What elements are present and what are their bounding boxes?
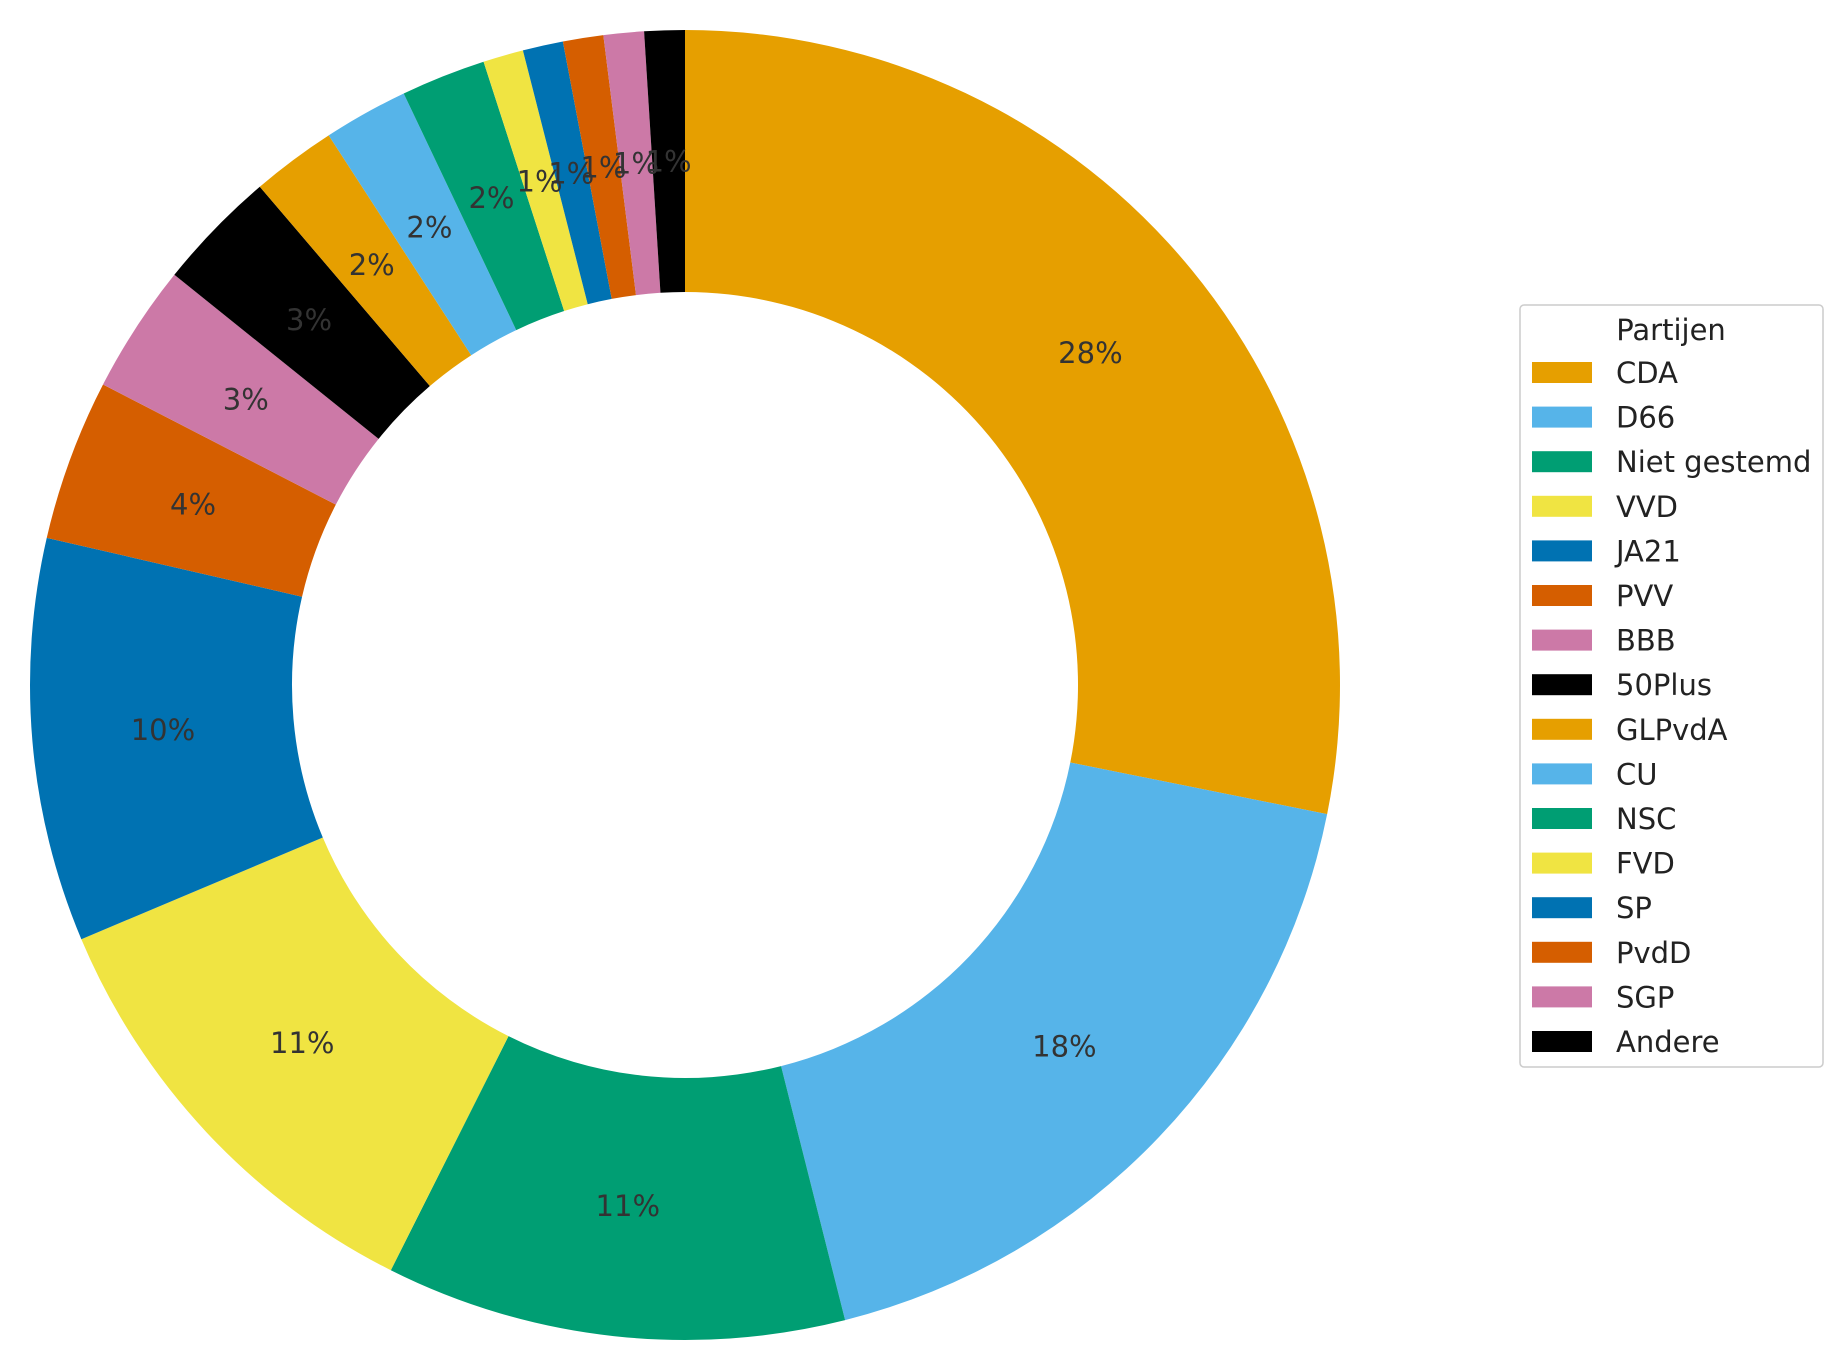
legend-label-sp: SP: [1616, 891, 1652, 925]
legend-swatch-andere: [1532, 1031, 1592, 1052]
legend-label-pvdd: PvdD: [1616, 936, 1691, 970]
legend-swatch-glpvda: [1532, 718, 1592, 740]
legend-swatch-nsc: [1532, 808, 1592, 829]
legend-swatch-cu: [1532, 763, 1592, 785]
slice-sp: [522, 41, 612, 305]
slice-cda: [685, 30, 1340, 815]
legend-swatch-vvd: [1532, 495, 1592, 517]
legend-swatch-fvd: [1532, 852, 1592, 874]
legend-label-50plus: 50Plus: [1616, 668, 1712, 702]
legend-swatch-sgp: [1532, 986, 1592, 1008]
slice-vvd: [81, 837, 509, 1271]
legend-label-nsc: NSC: [1616, 802, 1676, 836]
slice-label-fvd: 1%: [517, 165, 563, 199]
legend-label-fvd: FVD: [1616, 847, 1675, 881]
slice-label-cu: 2%: [406, 211, 452, 245]
legend-frame: [1519, 304, 1824, 1068]
legend-label-ja21: JA21: [1614, 534, 1681, 568]
legend-swatch-pvdd: [1532, 941, 1592, 963]
legend-items: CDA D66 Niet gestemd VVD JA21 PVV BBB 50Plus GLP…: [1532, 356, 1811, 1059]
slice-glpvda: [259, 135, 472, 387]
slice-label-ja21: 10%: [131, 713, 195, 747]
slice-label-cda: 28%: [1058, 336, 1122, 370]
slice-label-niet-gestemd: 11%: [596, 1189, 660, 1223]
donut-slices: [29, 30, 1340, 1340]
slice-label-sgp: 1%: [613, 146, 659, 180]
slice-pvdd: [562, 35, 636, 299]
slice-sgp: [603, 31, 661, 296]
legend-label-d66: D66: [1616, 401, 1675, 435]
legend-label-andere: Andere: [1616, 1025, 1720, 1059]
slice-cu: [328, 93, 517, 356]
slice-pvv: [46, 384, 336, 597]
slice-label-vvd: 11%: [270, 1026, 334, 1060]
slice-label-nsc: 2%: [468, 181, 514, 215]
slice-ja21: [29, 537, 323, 940]
slice-niet-gestemd: [390, 1036, 846, 1340]
legend-swatch-pvv: [1532, 585, 1592, 606]
slice-label-pvv: 4%: [170, 487, 216, 521]
slice-label-andere: 1%: [646, 144, 692, 178]
slice-d66: [781, 762, 1328, 1321]
legend-label-glpvda: GLPvdA: [1616, 713, 1728, 747]
slice-label-glpvda: 2%: [349, 248, 395, 282]
slice-label-d66: 18%: [1032, 1029, 1096, 1063]
slice-label-pvdd: 1%: [580, 150, 626, 184]
legend-label-niet-gestemd: Niet gestemd: [1616, 445, 1811, 479]
legend-swatch-niet-gestemd: [1532, 451, 1592, 473]
slice-fvd: [483, 50, 588, 312]
legend-swatch-sp: [1532, 897, 1592, 919]
slice-label-sp: 1%: [548, 156, 594, 190]
slice-nsc: [403, 61, 565, 331]
slice-labels: 28%18%11%11%10%4%3%3%2%2%2% 1%1%1%1%1%: [131, 144, 1123, 1223]
legend-label-cu: CU: [1616, 757, 1657, 791]
legend-label-cda: CDA: [1616, 356, 1678, 390]
slice-label-50plus: 3%: [286, 303, 332, 337]
legend-swatch-d66: [1532, 406, 1592, 428]
legend-label-sgp: SGP: [1616, 980, 1674, 1014]
legend-label-pvv: PVV: [1616, 579, 1673, 613]
slice-bbb: [103, 274, 379, 505]
legend-swatch-bbb: [1532, 629, 1592, 651]
legend-label-vvd: VVD: [1616, 490, 1678, 524]
slice-label-bbb: 3%: [223, 382, 269, 416]
legend-title: Partijen: [1616, 313, 1726, 347]
legend: Partijen CDA D66 Niet gestemd VVD JA21 PVV BBB…: [1519, 304, 1824, 1068]
legend-swatch-cda: [1532, 362, 1592, 383]
slice-50plus: [174, 186, 430, 439]
legend-swatch-ja21: [1532, 540, 1592, 562]
legend-swatch-50plus: [1532, 674, 1592, 696]
slice-andere: [644, 30, 685, 293]
legend-label-bbb: BBB: [1616, 624, 1676, 658]
